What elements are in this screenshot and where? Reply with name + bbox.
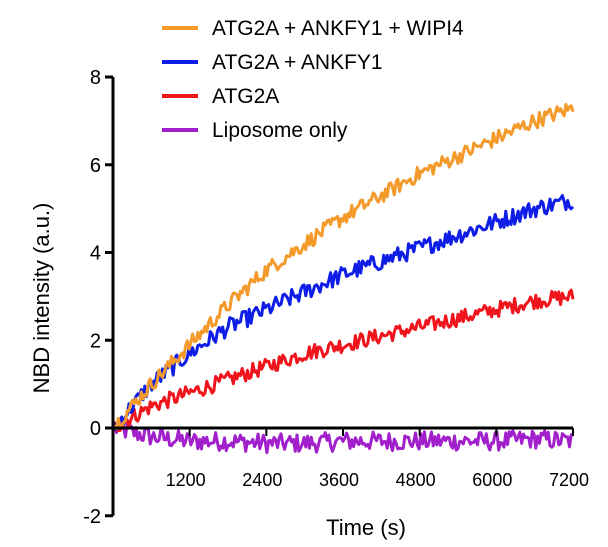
x-tick-label: 4800 [396,470,436,490]
y-tick-label: 2 [90,330,101,352]
legend-label-0: ATG2A + ANKFY1 + WIPI4 [212,17,464,40]
legend: ATG2A + ANKFY1 + WIPI4 ATG2A + ANKFY1 ATG2… [162,17,464,142]
x-tick-label: 3600 [319,470,359,490]
series-line-2 [111,288,575,432]
legend-label-2: ATG2A [212,85,279,108]
series-layer [111,103,575,455]
axis-labels: Time (s) NBD intensity (a.u.) [29,203,406,540]
y-tick-label: 6 [90,155,101,177]
x-tick-label: 6000 [472,470,512,490]
x-axis-title: Time (s) [326,515,406,540]
legend-label-3: Liposome only [212,119,348,142]
series-line-3 [111,418,574,455]
x-tick-label: 7200 [549,470,589,490]
y-tick-label: -2 [83,506,101,528]
y-tick-label: 0 [90,418,101,440]
x-tick-label: 2400 [242,470,282,490]
series-line-0 [112,103,575,430]
y-axis-title: NBD intensity (a.u.) [29,203,54,394]
y-tick-label: 8 [90,67,101,89]
x-tick-label: 1200 [166,470,206,490]
axes: -2 0 2 4 6 8 1200 2400 3600 4800 6000 7200 [83,67,589,528]
legend-label-1: ATG2A + ANKFY1 [212,51,383,74]
y-tick-label: 4 [90,243,101,265]
